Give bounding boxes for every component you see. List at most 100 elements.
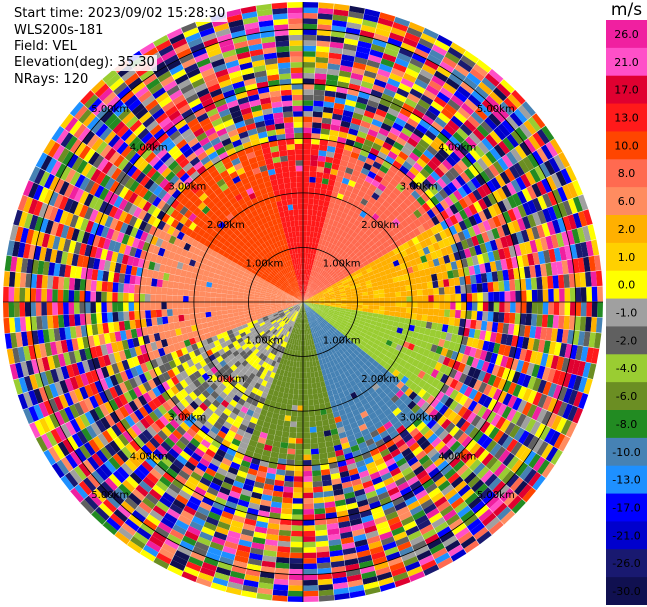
- velocity-gate: [318, 262, 323, 268]
- velocity-gate: [241, 323, 249, 329]
- velocity-gate: [294, 339, 297, 346]
- velocity-gate: [482, 302, 489, 312]
- velocity-gate: [431, 215, 440, 226]
- velocity-gate: [510, 232, 519, 246]
- velocity-gate: [284, 330, 289, 336]
- velocity-gate: [433, 96, 447, 108]
- velocity-gate: [142, 476, 156, 489]
- velocity-gate: [303, 585, 319, 592]
- velocity-gate: [244, 369, 252, 377]
- velocity-gate: [548, 430, 561, 447]
- velocity-gate: [531, 406, 543, 421]
- velocity-gate: [338, 286, 345, 291]
- velocity-gate: [534, 238, 543, 252]
- velocity-gate: [204, 491, 217, 502]
- velocity-gate: [336, 319, 342, 324]
- velocity-gate: [278, 452, 287, 460]
- velocity-gate: [148, 535, 164, 548]
- velocity-gate: [266, 331, 273, 337]
- velocity-gate: [63, 392, 74, 407]
- velocity-gate: [305, 306, 309, 312]
- velocity-gate: [354, 182, 363, 191]
- velocity-gate: [343, 315, 350, 320]
- velocity-gate: [424, 188, 435, 199]
- velocity-gate: [572, 407, 584, 424]
- velocity-gate: [201, 526, 215, 537]
- velocity-gate: [261, 560, 276, 568]
- velocity-gate: [459, 123, 473, 136]
- velocity-gate: [180, 347, 189, 356]
- velocity-gate: [402, 160, 413, 171]
- velocity-gate: [298, 302, 303, 306]
- velocity-gate: [493, 302, 500, 312]
- velocity-gate: [276, 356, 282, 364]
- velocity-gate: [258, 338, 265, 345]
- velocity-gate: [341, 177, 350, 185]
- velocity-gate: [91, 324, 99, 336]
- velocity-gate: [482, 372, 492, 384]
- velocity-gate: [246, 409, 255, 417]
- velocity-gate: [305, 340, 308, 346]
- velocity-gate: [318, 584, 334, 591]
- velocity-gate: [394, 398, 404, 408]
- velocity-gate: [79, 413, 91, 428]
- velocity-gate: [546, 368, 556, 383]
- velocity-gate: [319, 302, 325, 305]
- velocity-gate: [53, 328, 61, 342]
- velocity-gate: [75, 325, 83, 338]
- velocity-gate: [183, 295, 189, 302]
- velocity-gate: [317, 24, 332, 31]
- velocity-gate: [373, 78, 387, 88]
- velocity-gate: [367, 270, 375, 277]
- velocity-gate: [288, 579, 303, 586]
- velocity-gate: [442, 185, 453, 196]
- velocity-gate: [375, 73, 389, 83]
- velocity-gate: [408, 180, 419, 190]
- velocity-gate: [303, 83, 315, 90]
- velocity-gate: [456, 85, 471, 99]
- velocity-gate: [487, 282, 494, 292]
- velocity-gate: [473, 462, 486, 476]
- velocity-gate: [575, 243, 584, 259]
- velocity-gate: [291, 519, 303, 526]
- velocity-gate: [364, 221, 373, 229]
- velocity-gate: [314, 73, 327, 80]
- velocity-gate: [303, 247, 306, 253]
- velocity-gate: [277, 419, 285, 426]
- velocity-gate: [413, 431, 424, 442]
- velocity-gate: [336, 386, 343, 394]
- velocity-gate: [247, 421, 257, 430]
- velocity-gate: [552, 315, 559, 329]
- velocity-gate: [359, 331, 367, 338]
- velocity-gate: [333, 152, 343, 160]
- velocity-gate: [437, 415, 448, 426]
- velocity-gate: [389, 561, 405, 572]
- velocity-gate: [501, 406, 512, 419]
- velocity-gate: [558, 435, 571, 452]
- velocity-gate: [13, 378, 23, 395]
- velocity-gate: [506, 151, 518, 165]
- velocity-gate: [379, 582, 396, 592]
- velocity-gate: [234, 343, 242, 351]
- velocity-gate: [474, 107, 488, 121]
- velocity-gate: [279, 327, 284, 333]
- velocity-gate: [254, 306, 260, 310]
- velocity-gate: [461, 258, 469, 268]
- velocity-gate: [313, 305, 319, 309]
- velocity-gate: [227, 581, 243, 591]
- velocity-gate: [238, 465, 250, 474]
- velocity-gate: [238, 539, 252, 548]
- velocity-gate: [351, 169, 361, 178]
- velocity-gate: [19, 317, 27, 332]
- velocity-gate: [106, 495, 121, 509]
- velocity-gate: [343, 344, 350, 351]
- velocity-gate: [303, 225, 307, 232]
- velocity-gate: [303, 530, 316, 537]
- velocity-gate: [357, 353, 364, 360]
- velocity-gate: [309, 289, 314, 294]
- velocity-gate: [550, 234, 559, 249]
- velocity-gate: [414, 78, 429, 90]
- velocity-gate: [371, 282, 378, 288]
- velocity-gate: [108, 473, 122, 488]
- velocity-gate: [399, 280, 406, 287]
